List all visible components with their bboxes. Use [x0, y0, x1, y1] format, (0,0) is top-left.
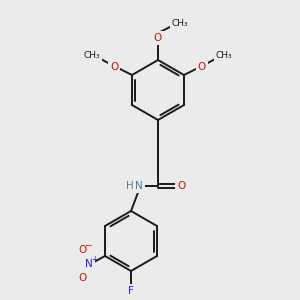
Text: F: F — [128, 286, 134, 296]
Text: O: O — [154, 33, 162, 43]
Text: N: N — [135, 181, 143, 191]
Text: CH₃: CH₃ — [84, 50, 100, 59]
Text: O: O — [78, 273, 86, 283]
Text: −: − — [84, 241, 92, 250]
Text: O: O — [78, 245, 86, 255]
Text: CH₃: CH₃ — [172, 19, 188, 28]
Text: H: H — [126, 181, 134, 191]
Text: O: O — [177, 181, 185, 191]
Text: O: O — [110, 62, 118, 72]
Text: +: + — [91, 256, 97, 265]
Text: CH₃: CH₃ — [216, 50, 232, 59]
Text: N: N — [85, 259, 93, 269]
Text: O: O — [198, 62, 206, 72]
